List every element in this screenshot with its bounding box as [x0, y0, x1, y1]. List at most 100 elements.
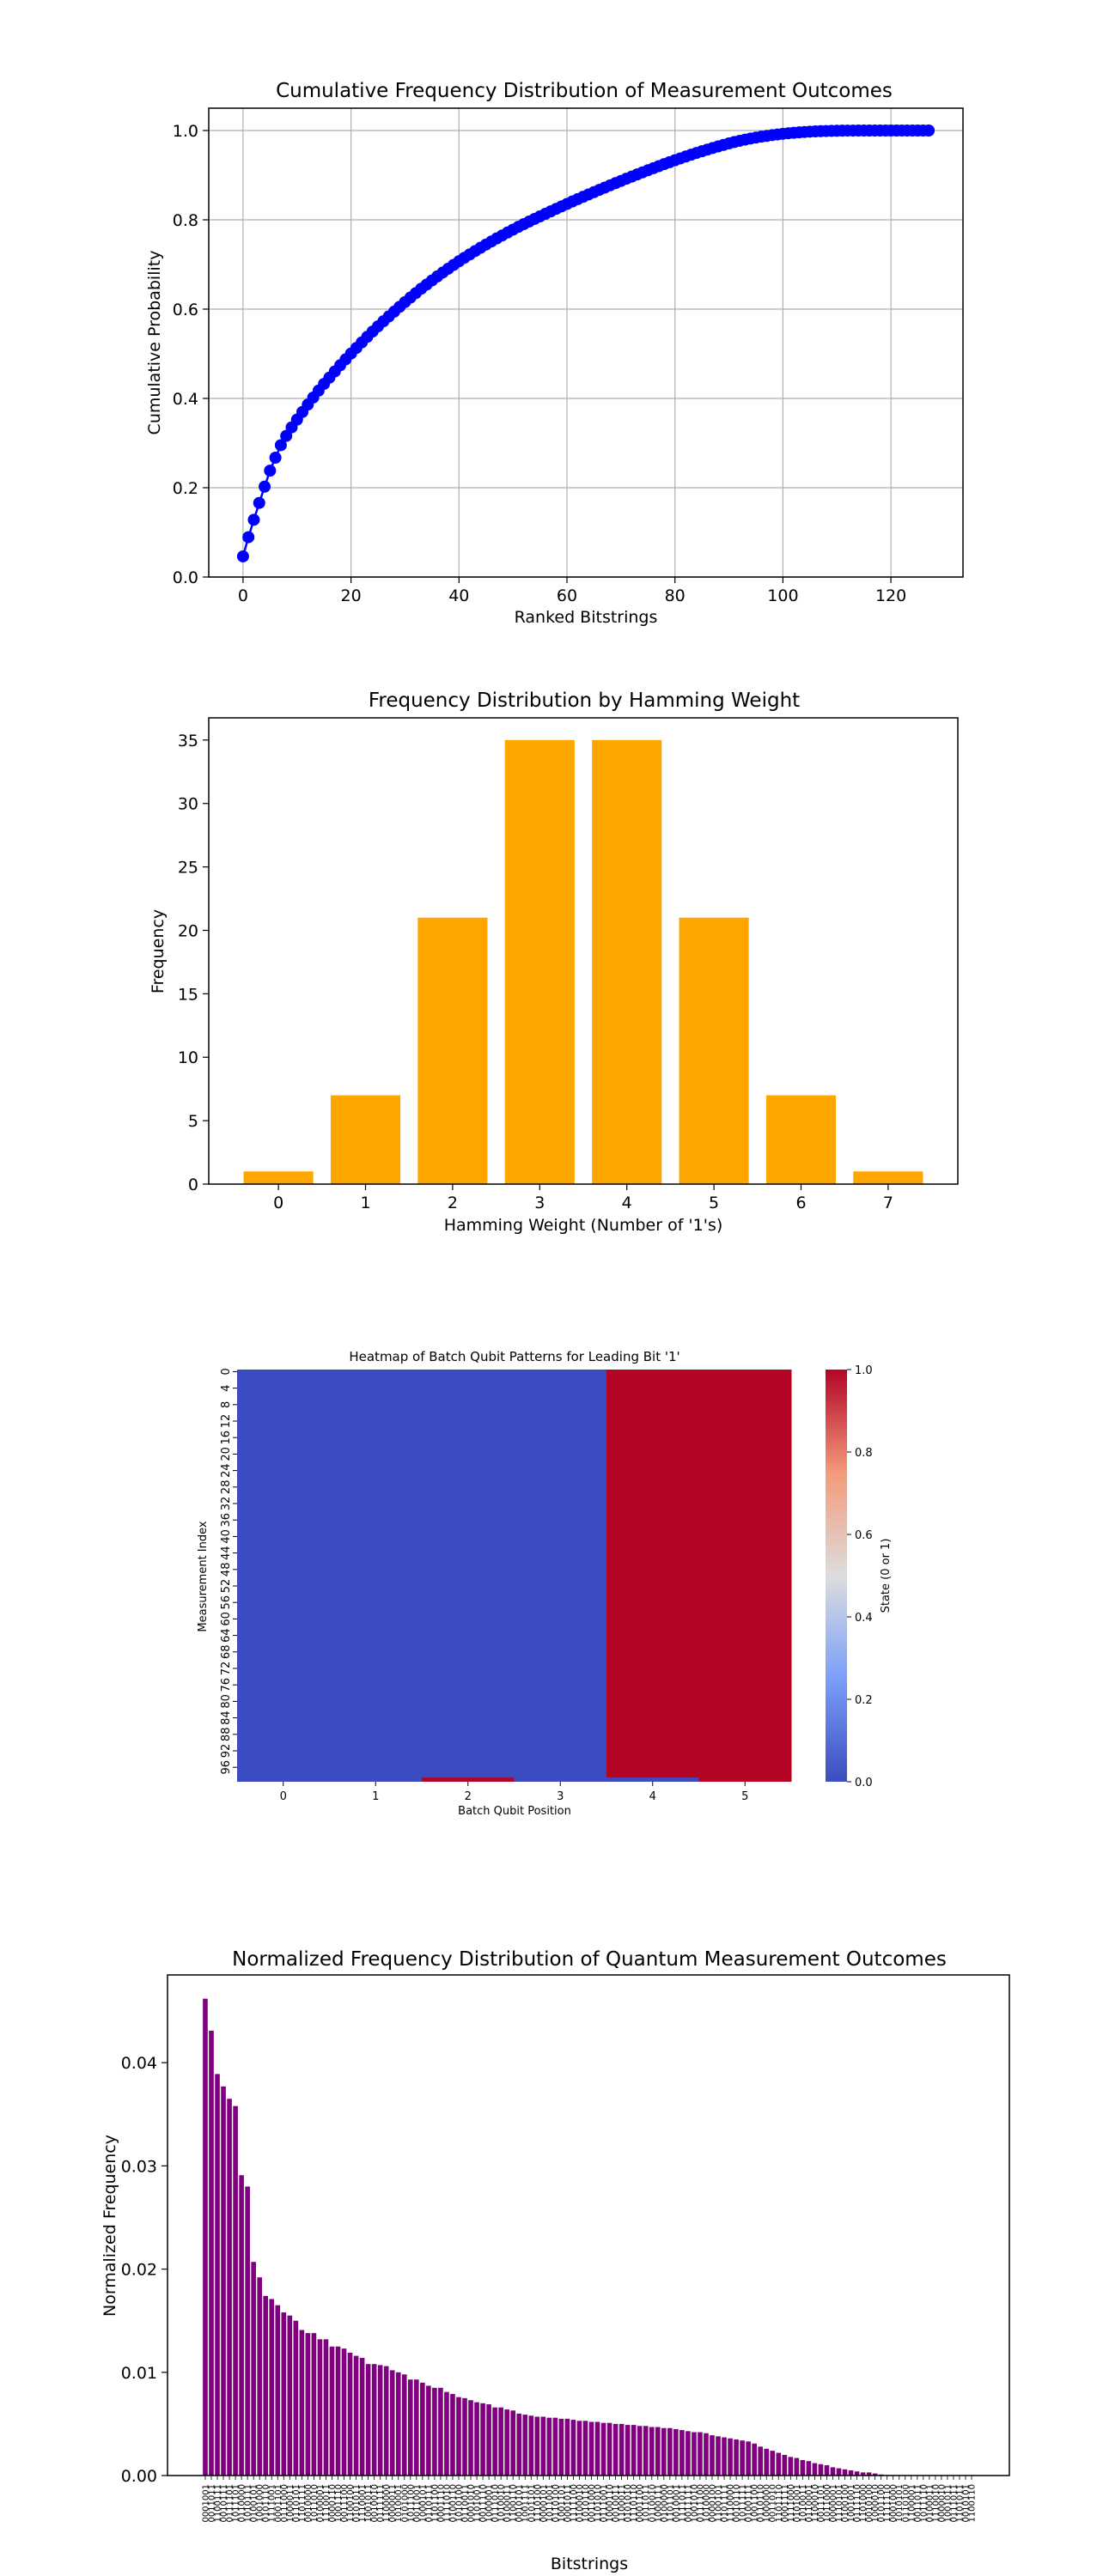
- heatmap-column: [422, 1370, 515, 1778]
- x-tick-label: 1001111: [521, 2484, 531, 2523]
- x-tick-label: 0000010: [937, 2484, 947, 2523]
- frequency-bar: [746, 2441, 751, 2476]
- x-tick-label: 1100011: [618, 2484, 627, 2523]
- frequency-bar: [558, 2418, 564, 2476]
- frequency-bar: [860, 2472, 866, 2476]
- y-tick-label: 76: [220, 1678, 233, 1692]
- y-tick-label: 32: [220, 1497, 233, 1511]
- y-tick-label: 0.01: [121, 2364, 157, 2383]
- normalized-chart: Normalized Frequency Distribution of Qua…: [101, 1948, 1010, 2573]
- data-point: [269, 452, 282, 465]
- x-tick-label: 1001010: [690, 2484, 699, 2523]
- y-tick-label: 96: [220, 1760, 233, 1775]
- x-tick-label: 1101111: [298, 2484, 308, 2523]
- x-tick-label: 1001110: [334, 2484, 344, 2523]
- x-tick-label: 1111000: [787, 2484, 796, 2523]
- x-tick-label: 1110000: [727, 2484, 736, 2523]
- y-tick-label: 56: [220, 1595, 233, 1610]
- frequency-bar: [716, 2436, 721, 2476]
- y-tick-label: 0.04: [121, 2054, 157, 2073]
- frequency-bar: [667, 2427, 673, 2476]
- x-tick-label: 0110011: [461, 2484, 471, 2523]
- y-tick-label: 84: [220, 1710, 233, 1725]
- frequency-bar: [209, 2030, 214, 2476]
- x-tick-label: 20: [341, 586, 362, 605]
- frequency-bar: [426, 2385, 431, 2476]
- frequency-bar: [600, 2422, 606, 2476]
- colorbar: [826, 1370, 847, 1782]
- x-tick-label: 0001110: [436, 2484, 446, 2523]
- x-tick-label: 0011101: [817, 2484, 826, 2523]
- x-tick-label: 1110110: [630, 2484, 639, 2523]
- frequency-bar: [492, 2407, 497, 2476]
- x-tick-label: 1001000: [256, 2484, 265, 2523]
- x-tick-label: 2: [448, 1194, 458, 1212]
- x-tick-label: 0011100: [340, 2484, 350, 2523]
- x-tick-label: 0110110: [757, 2484, 766, 2523]
- hamming-chart-frame: [208, 717, 959, 1185]
- x-tick-label: 1100110: [509, 2484, 519, 2523]
- x-tick-label: 0: [238, 586, 248, 605]
- frequency-bar: [782, 2454, 788, 2476]
- hamming-bar: [853, 1171, 923, 1184]
- frequency-bar: [480, 2403, 485, 2476]
- normalized-chart-ylabel: Normalized Frequency: [101, 2135, 119, 2317]
- frequency-bar: [353, 2355, 359, 2476]
- frequency-bar: [251, 2262, 256, 2476]
- x-tick-label: 1111110: [883, 2484, 893, 2523]
- x-tick-label: 0010010: [370, 2484, 380, 2523]
- frequency-bar: [462, 2397, 467, 2476]
- x-tick-label: 0101010: [624, 2484, 633, 2523]
- x-tick-label: 1100010: [811, 2484, 820, 2523]
- data-point: [264, 465, 277, 477]
- x-tick-label: 1010100: [454, 2484, 464, 2523]
- x-tick-label: 1010001: [394, 2484, 404, 2523]
- frequency-bar: [824, 2464, 830, 2476]
- x-tick-label: 0010011: [612, 2484, 621, 2523]
- x-tick-label: 1010111: [244, 2484, 253, 2523]
- y-tick-label: 0.4: [173, 390, 198, 409]
- frequency-bar: [679, 2430, 685, 2476]
- frequency-bar: [407, 2379, 413, 2476]
- frequency-bar: [341, 2348, 347, 2476]
- y-tick-label: 8: [220, 1401, 233, 1408]
- x-tick-label: 1101101: [666, 2484, 675, 2523]
- frequency-bar: [233, 2105, 238, 2476]
- frequency-bar: [474, 2402, 479, 2476]
- frequency-bar: [673, 2428, 679, 2476]
- y-tick-label: 10: [178, 1048, 198, 1067]
- x-tick-label: 1100111: [214, 2484, 223, 2523]
- frequency-bar: [758, 2446, 763, 2476]
- x-tick-label: 0: [280, 1790, 287, 1803]
- x-tick-label: 0100111: [745, 2484, 754, 2523]
- hamming-chart-ylabel: Frequency: [149, 909, 168, 993]
- frequency-bar: [836, 2468, 842, 2476]
- frequency-bar: [643, 2426, 649, 2476]
- y-tick-label: 35: [178, 732, 198, 750]
- frequency-bar: [239, 2175, 244, 2476]
- frequency-bar: [359, 2357, 365, 2476]
- colorbar-tick-label: 0.0: [855, 1777, 873, 1789]
- x-tick-label: 0100100: [841, 2484, 850, 2523]
- heatmap-cell: [422, 1777, 515, 1782]
- hamming-bar: [765, 1095, 837, 1184]
- frequency-bar: [383, 2366, 389, 2476]
- heatmap-chart-xlabel: Batch Qubit Position: [458, 1805, 571, 1818]
- heatmap-chart: Heatmap of Batch Qubit Patterns for Lead…: [197, 1349, 893, 1818]
- y-tick-label: 0.00: [121, 2467, 157, 2486]
- colorbar-label: State (0 or 1): [880, 1539, 893, 1613]
- x-tick-label: 0111010: [491, 2484, 501, 2523]
- x-tick-label: 1011101: [232, 2484, 241, 2523]
- heatmap-chart-title: Heatmap of Batch Qubit Patterns for Lead…: [349, 1349, 679, 1364]
- frequency-bar: [770, 2451, 776, 2476]
- y-tick-label: 20: [178, 921, 198, 940]
- frequency-bar: [534, 2416, 540, 2476]
- x-tick-label: 1010010: [497, 2484, 507, 2523]
- x-tick-label: 120: [875, 586, 906, 605]
- x-tick-label: 1101100: [430, 2484, 440, 2523]
- x-tick-label: 0011000: [588, 2484, 597, 2523]
- x-tick-label: 1101011: [955, 2484, 965, 2523]
- y-tick-label: 15: [178, 985, 198, 1004]
- x-tick-label: 0110111: [424, 2484, 434, 2523]
- data-point: [280, 429, 293, 442]
